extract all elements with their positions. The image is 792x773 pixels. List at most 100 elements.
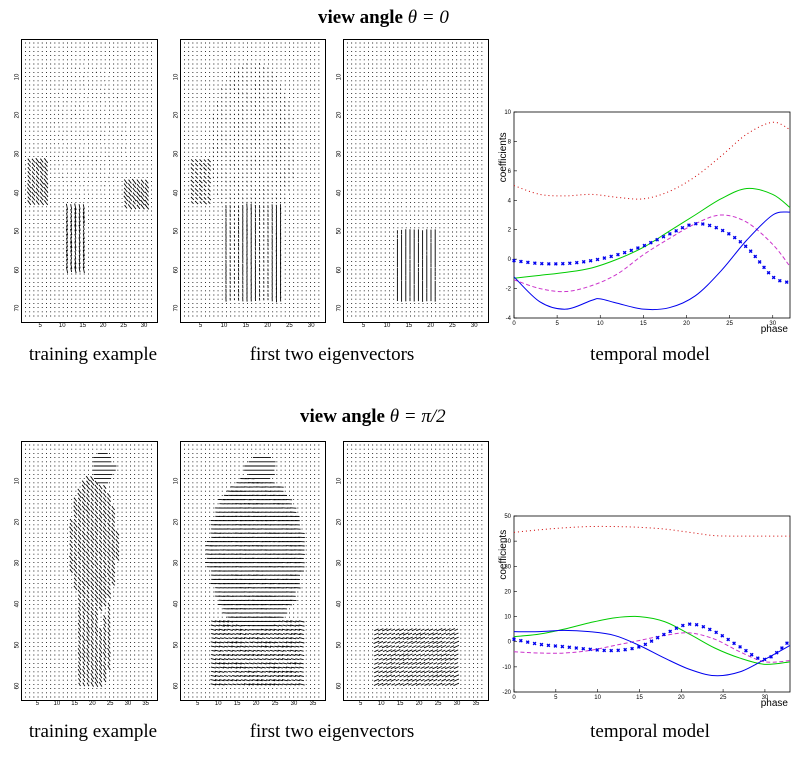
flow-x-tick: 15 xyxy=(242,323,250,329)
series-3-markers xyxy=(512,622,789,662)
series-marker xyxy=(539,261,544,266)
section-title-2: view angle θ = π/2 xyxy=(300,406,446,428)
flow-y-tick: 40 xyxy=(14,600,21,608)
x-tick-label: 10 xyxy=(597,321,604,327)
flow-y-tick: 60 xyxy=(14,266,21,274)
series-marker xyxy=(574,646,579,650)
series-marker xyxy=(525,640,530,645)
flow-y-tick: 50 xyxy=(173,227,180,235)
series-marker xyxy=(732,235,737,240)
x-tick-label: 0 xyxy=(512,321,516,327)
flow-x-tick: 15 xyxy=(79,323,87,329)
series-marker xyxy=(749,652,754,657)
y-tick-label: 10 xyxy=(504,110,511,116)
series-marker xyxy=(655,237,660,242)
flow-y-tick: 30 xyxy=(173,150,180,158)
x-tick-label: 20 xyxy=(678,695,685,701)
flow-x-tick: 25 xyxy=(449,323,456,329)
series-0-line xyxy=(513,525,790,537)
series-marker xyxy=(622,250,627,255)
series-marker xyxy=(707,223,712,228)
series-marker xyxy=(707,627,712,632)
x-tick-label: 30 xyxy=(762,695,769,701)
series-marker xyxy=(674,228,679,233)
series-marker xyxy=(588,647,593,652)
flow-y-tick: 50 xyxy=(336,227,343,235)
series-marker xyxy=(602,256,607,260)
flow-panel-eigen-a-2 xyxy=(180,441,326,701)
y-tick-label: 20 xyxy=(504,589,511,595)
flow-y-tick: 30 xyxy=(336,150,343,158)
flow-y-tick: 40 xyxy=(336,189,343,196)
series-marker xyxy=(546,261,551,266)
series-marker xyxy=(553,262,558,266)
series-marker xyxy=(643,642,648,647)
series-marker xyxy=(714,630,719,635)
flow-y-tick: 10 xyxy=(336,73,343,80)
series-2-line xyxy=(513,214,791,293)
series-marker xyxy=(512,258,516,263)
flow-x-tick: 10 xyxy=(53,701,61,707)
series-marker xyxy=(616,252,620,257)
series-marker xyxy=(635,246,640,250)
flow-x-tick: 5 xyxy=(195,701,200,707)
flow-y-tick: 40 xyxy=(173,600,180,608)
series-marker xyxy=(680,623,685,628)
flow-x-tick: 15 xyxy=(405,323,413,329)
flow-x-tick: 25 xyxy=(286,323,293,329)
caption-training-2: training example xyxy=(28,721,158,742)
x-tick-label: 15 xyxy=(636,695,643,701)
title-bold-2: view angle xyxy=(300,406,385,427)
flow-y-tick: 60 xyxy=(173,682,180,690)
series-marker xyxy=(560,644,565,649)
series-marker xyxy=(748,249,753,254)
series-marker xyxy=(574,260,579,265)
flow-x-tick: 20 xyxy=(427,323,434,329)
series-marker xyxy=(743,244,748,249)
flow-y-tick: 60 xyxy=(173,266,180,274)
flow-y-tick: 20 xyxy=(336,111,343,119)
flow-x-tick: 20 xyxy=(99,323,107,329)
series-marker xyxy=(609,648,614,653)
flow-y-tick: 20 xyxy=(14,111,21,119)
flow-y-tick: 50 xyxy=(14,641,21,649)
flow-y-tick: 10 xyxy=(173,73,180,80)
flow-x-tick: 15 xyxy=(71,701,78,707)
series-marker xyxy=(560,261,565,266)
flow-y-tick: 50 xyxy=(14,227,21,235)
flow-y-tick: 50 xyxy=(173,641,180,649)
series-marker xyxy=(700,222,705,226)
plot-frame xyxy=(513,111,791,319)
y-tick-label: -20 xyxy=(502,690,511,696)
series-marker xyxy=(694,622,699,627)
series-marker xyxy=(680,225,685,230)
series-marker xyxy=(668,629,673,634)
series-marker xyxy=(714,225,719,230)
flow-x-tick: 5 xyxy=(361,323,366,329)
flow-y-tick: 70 xyxy=(336,305,343,312)
y-tick-label: 2 xyxy=(508,228,512,234)
flow-x-tick: 35 xyxy=(309,701,317,707)
series-marker xyxy=(512,637,516,642)
flow-y-tick: 70 xyxy=(14,305,21,312)
series-marker xyxy=(771,275,776,280)
series-2-line xyxy=(513,632,791,663)
x-axis-label: phase xyxy=(761,698,789,708)
flow-x-tick: 5 xyxy=(35,701,40,707)
flow-field xyxy=(25,444,152,698)
flow-x-tick: 10 xyxy=(377,701,385,707)
series-marker xyxy=(539,642,544,647)
series-marker xyxy=(661,234,666,239)
flow-y-tick: 40 xyxy=(173,189,180,196)
series-marker xyxy=(738,239,743,244)
flow-panel-eigen-a-1 xyxy=(180,39,326,323)
y-tick-label: 0 xyxy=(508,640,512,646)
flow-panel-eigen-b-1 xyxy=(343,39,489,323)
flow-x-tick: 20 xyxy=(415,701,423,707)
section-title-1: view angle θ = 0 xyxy=(318,7,449,29)
series-marker xyxy=(581,646,586,651)
flow-x-tick: 35 xyxy=(472,701,480,707)
title-bold-1: view angle xyxy=(318,7,403,28)
flow-panel-eigen-b-2 xyxy=(343,441,489,701)
series-3-markers xyxy=(512,221,789,285)
